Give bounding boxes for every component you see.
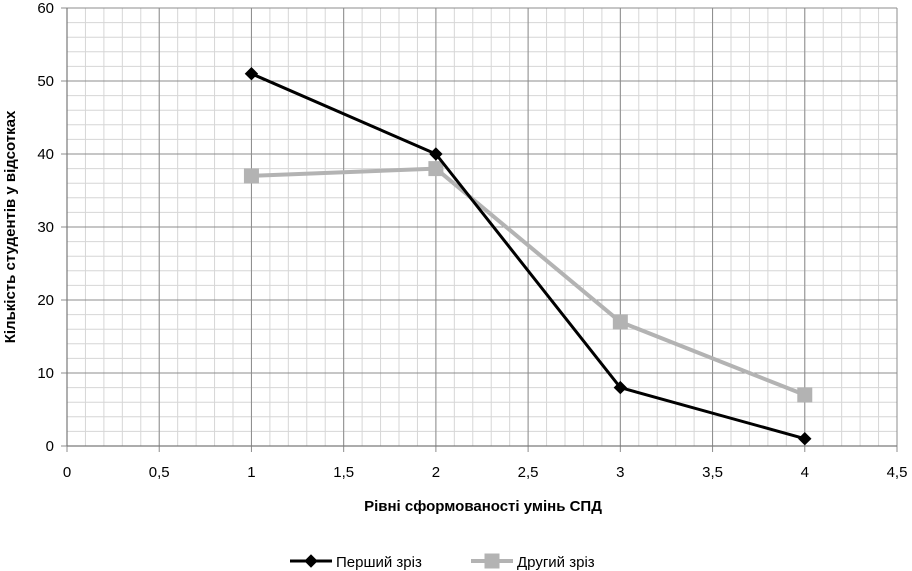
x-tick-label: 2 [432,464,440,481]
x-tick-label: 1 [247,464,255,481]
series-layer [243,66,813,446]
x-tick-labels: 0 0,5 1 1,5 2 2,5 3 3,5 4 4,5 [63,464,908,481]
x-tick-label: 0,5 [149,464,170,481]
y-axis-title: Кількість студентів у відсотках [2,110,19,343]
y-tick-label: 20 [37,292,54,309]
series-line [251,166,806,397]
x-tick-label: 3 [616,464,624,481]
legend-item-1: Перший зріз [290,554,422,571]
legend-swatch-marker [484,553,500,569]
data-point [243,168,259,184]
data-point [798,431,812,446]
legend-swatch-marker [304,554,318,568]
axes [66,8,897,447]
y-tick-label: 0 [46,438,54,455]
series-1 [244,66,812,446]
x-tick-label: 1,5 [333,464,354,481]
y-tick-label: 10 [37,365,54,382]
legend-label: Другий зріз [517,554,595,571]
series-2 [243,161,813,403]
legend: Перший зріз Другий зріз [290,553,595,571]
x-tick-label: 2,5 [518,464,539,481]
data-point [244,66,259,81]
legend-item-2: Другий зріз [471,553,595,571]
data-point [429,147,443,161]
x-axis-title: Рівні сформованості умінь СПД [364,498,602,515]
x-tick-label: 4,5 [887,464,908,481]
x-tick-label: 3,5 [702,464,723,481]
y-tick-label: 60 [37,0,54,17]
x-tick-label: 0 [63,464,71,481]
series-line [250,72,806,441]
y-tick-labels: 0 10 20 30 40 50 60 [37,0,54,455]
legend-label: Перший зріз [336,554,422,571]
data-point [613,380,628,395]
x-tick-label: 4 [801,464,809,481]
y-tick-label: 50 [37,73,54,90]
data-point [797,387,813,403]
y-tick-label: 30 [37,219,54,236]
major-gridlines [61,7,898,452]
data-point [428,161,444,177]
y-tick-label: 40 [37,146,54,163]
data-point [612,314,628,330]
